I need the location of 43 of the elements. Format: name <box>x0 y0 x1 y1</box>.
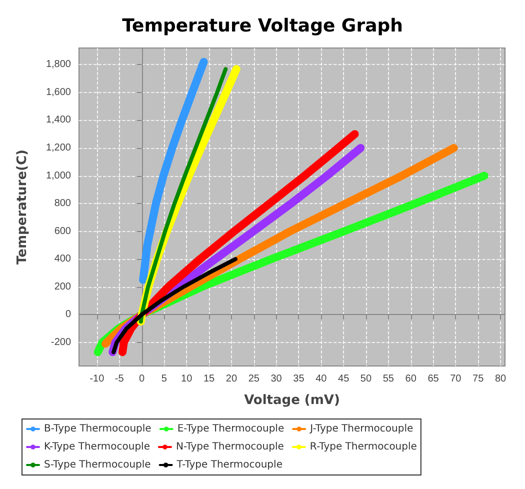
y-tick-label: 1,800 <box>46 59 72 70</box>
x-tick-label: 80 <box>494 374 507 384</box>
legend-label: S-Type Thermocouple <box>44 460 151 470</box>
x-tick-label: 0 <box>139 374 145 384</box>
x-tick-label: 25 <box>248 374 260 384</box>
x-tick-label: 70 <box>450 374 462 384</box>
chart-title: Temperature Voltage Graph <box>122 16 403 36</box>
x-tick-label: 50 <box>360 374 372 384</box>
y-tick-label: 400 <box>54 254 72 265</box>
x-tick-label: 5 <box>161 374 168 384</box>
legend-label: R-Type Thermocouple <box>310 442 417 452</box>
x-tick-label: 30 <box>270 374 282 384</box>
y-tick-label: 0 <box>65 309 72 320</box>
x-tick-label: 60 <box>405 374 417 384</box>
x-tick-label: 45 <box>338 374 350 384</box>
legend-label: K-Type Thermocouple <box>44 442 150 452</box>
y-tick-label: 1,600 <box>46 86 72 98</box>
y-tick-label: 600 <box>54 226 72 237</box>
x-tick-label: 20 <box>226 374 238 384</box>
x-tick-label: 55 <box>382 374 394 384</box>
y-tick-label: 800 <box>54 198 72 210</box>
x-tick-label: 15 <box>203 374 216 384</box>
legend-label: J-Type Thermocouple <box>309 424 414 434</box>
x-axis-title: Voltage (mV) <box>244 393 340 408</box>
legend-label: T-Type Thermocouple <box>176 460 282 470</box>
y-tick-label: 1,200 <box>46 142 72 154</box>
x-tick-label: 40 <box>316 374 328 384</box>
x-tick-label: 65 <box>428 374 440 384</box>
legend-label: N-Type Thermocouple <box>176 442 284 452</box>
x-tick-label: -10 <box>90 374 105 384</box>
y-tick-label: 1,400 <box>46 114 72 126</box>
x-tick-label: 75 <box>472 374 484 384</box>
line-series <box>112 257 238 354</box>
x-tick-label: -5 <box>114 374 124 384</box>
y-tick-label: 1,000 <box>46 170 72 182</box>
y-tick-label: -200 <box>50 336 72 348</box>
y-axis-title: Temperature(C) <box>15 150 30 264</box>
legend-label: E-Type Thermocouple <box>177 424 284 434</box>
line-series <box>138 67 228 324</box>
x-tick-label: 10 <box>181 374 193 384</box>
y-tick-label: 200 <box>54 281 72 292</box>
legend-label: B-Type Thermocouple <box>44 424 152 434</box>
x-tick-label: 35 <box>293 374 305 384</box>
